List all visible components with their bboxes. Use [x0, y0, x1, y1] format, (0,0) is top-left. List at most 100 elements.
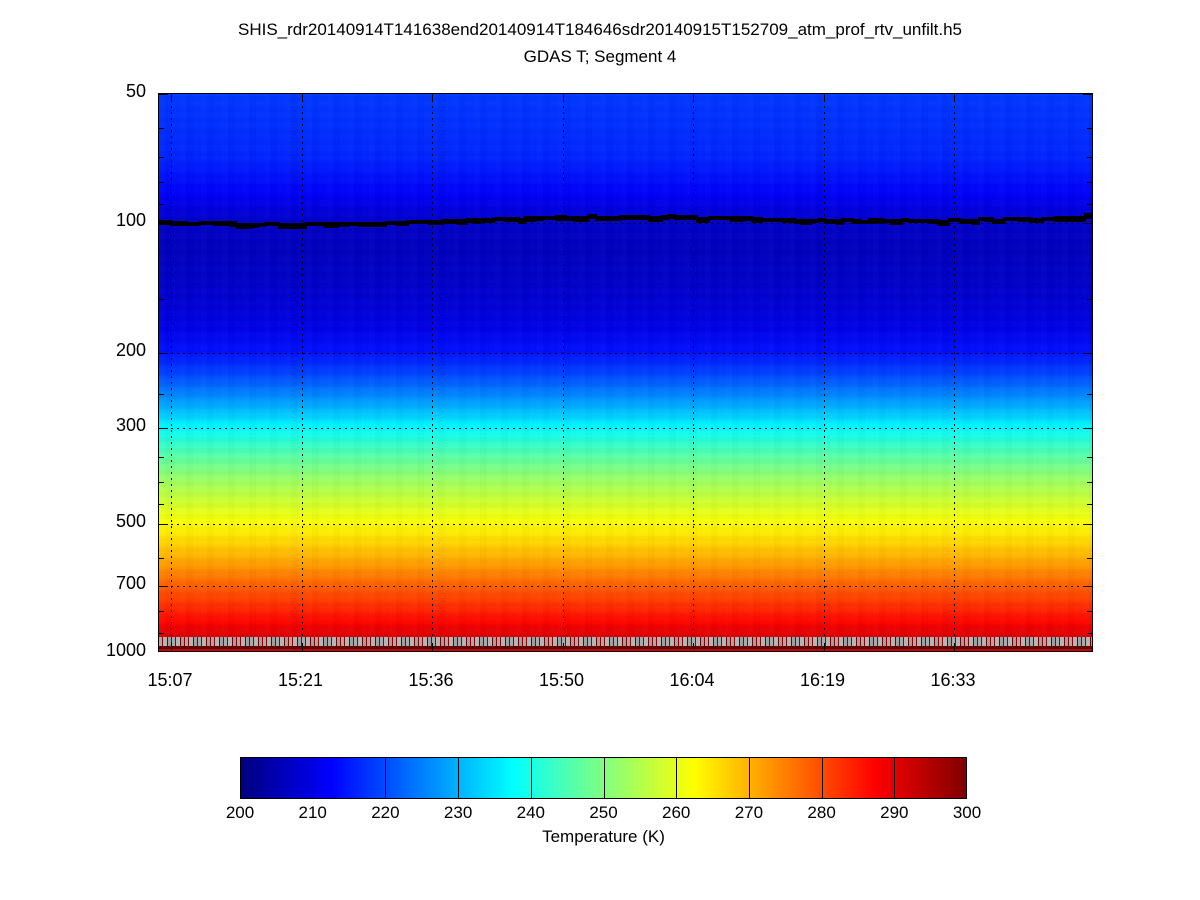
y-axis-minor-tick: [159, 611, 164, 613]
colorbar-tick-label: 280: [807, 803, 836, 822]
y-axis-minor-tick: [159, 298, 164, 300]
x-axis-tick: [171, 643, 172, 651]
tropopause-segment: [751, 217, 763, 224]
colorbar-tick: [312, 757, 314, 799]
y-axis-tick: [1083, 223, 1092, 225]
tropopause-segment: [648, 215, 663, 222]
tropopause-segment: [859, 219, 870, 224]
x-axis-tick: [823, 94, 825, 102]
tropopause-segment: [992, 218, 1005, 224]
y-axis-minor-tick: [159, 482, 164, 484]
tropopause-segment: [264, 221, 280, 226]
tropopause-segment: [771, 217, 784, 222]
colorbar-tick-label: 300: [952, 803, 982, 822]
x-axis-tick: [693, 643, 694, 651]
y-axis-tick: [1083, 586, 1092, 588]
tropopause-segment: [978, 217, 986, 222]
tropopause-segment: [159, 219, 172, 225]
grid-line-vertical: [432, 94, 433, 651]
y-axis-minor-tick: [1087, 482, 1092, 484]
colorbar-title: Temperature (K): [542, 827, 665, 846]
tropopause-segment: [782, 218, 796, 224]
tropopause-segment: [1003, 217, 1019, 222]
y-axis-minor-tick: [1087, 503, 1092, 505]
colorbar-tick: [748, 757, 750, 799]
grid-line-vertical: [171, 94, 172, 651]
colorbar-tick-label: 270: [734, 803, 764, 822]
tropopause-segment: [1042, 216, 1056, 221]
y-axis-tick: [1083, 352, 1092, 354]
colorbar-tick-label: 220: [371, 803, 400, 822]
tropopause-segment: [235, 222, 252, 229]
colorbar-tick-label: 240: [516, 803, 545, 822]
tropopause-segment: [836, 218, 844, 225]
tropopause-segment: [937, 220, 950, 227]
temperature-heatmap: [159, 94, 1092, 651]
y-axis-tick-label: 500: [115, 510, 146, 531]
x-axis-tick: [562, 94, 564, 102]
x-axis-tick: [301, 94, 303, 102]
grid-line-vertical: [301, 94, 303, 651]
x-axis-tick: [562, 643, 564, 651]
tropopause-segment: [882, 218, 891, 223]
tropopause-segment: [524, 215, 536, 222]
y-axis-minor-tick: [1087, 128, 1092, 130]
colorbar-tick-label: 260: [662, 803, 691, 822]
tropopause-segment: [716, 215, 732, 220]
tropopause-segment: [1054, 215, 1071, 222]
y-axis-tick: [1083, 428, 1092, 430]
grid-line-vertical: [954, 94, 955, 651]
tropopause-segment: [372, 221, 387, 227]
x-axis-tick-label: 15:07: [147, 670, 193, 690]
tropopause-segment: [250, 222, 258, 228]
tropopause-segment: [688, 214, 698, 220]
x-axis-tick: [693, 94, 694, 102]
tropopause-segment: [347, 221, 360, 226]
tropopause-segment: [1069, 216, 1086, 223]
surface-band: [159, 637, 1092, 646]
tropopause-segment: [696, 216, 710, 223]
tropopause-segment: [311, 222, 325, 227]
x-axis-tick: [432, 643, 433, 651]
tropopause-segment: [442, 218, 459, 224]
tropopause-segment: [504, 216, 520, 222]
y-axis-tick-label: 300: [115, 415, 146, 436]
tropopause-segment: [407, 220, 417, 225]
plot-area: [158, 93, 1093, 652]
page-title: SHIS_rdr20140914T141638end20140914T18464…: [237, 20, 962, 39]
x-axis-tick: [171, 94, 172, 102]
y-axis-minor-tick: [159, 181, 164, 183]
y-axis-minor-tick: [1087, 298, 1092, 300]
tropopause-segment: [842, 218, 854, 223]
y-axis-minor-tick: [159, 503, 164, 505]
y-axis-tick: [159, 586, 168, 588]
tropopause-segment: [1029, 217, 1044, 223]
colorbar-tick: [385, 757, 387, 799]
x-axis-tick: [823, 643, 825, 651]
page-subtitle: GDAS T; Segment 4: [523, 47, 677, 66]
tropopause-segment: [396, 220, 409, 226]
colorbar-tick-label: 290: [880, 803, 909, 822]
y-axis-minor-tick: [1087, 611, 1092, 613]
tropopause-segment: [573, 215, 589, 222]
y-axis-minor-tick: [1087, 181, 1092, 183]
colorbar-tick: [530, 757, 532, 799]
tropopause-segment: [428, 220, 444, 226]
y-axis-minor-tick: [159, 557, 164, 559]
tropopause-segment: [587, 214, 597, 220]
x-axis-tick: [954, 94, 955, 102]
tropopause-segment: [214, 220, 231, 226]
y-axis-minor-tick: [1087, 203, 1092, 205]
tropopause-segment: [278, 223, 293, 230]
colorbar-tick-label: 210: [298, 803, 327, 822]
y-axis-minor-tick: [159, 128, 164, 130]
y-axis-minor-tick: [1087, 156, 1092, 158]
tropopause-segment: [674, 214, 690, 220]
tropopause-segment: [972, 218, 980, 225]
tropopause-segment: [1017, 216, 1031, 222]
y-axis-minor-tick: [159, 457, 164, 459]
y-axis-minor-tick: [159, 203, 164, 205]
y-axis-minor-tick: [1087, 457, 1092, 459]
tropopause-segment: [889, 219, 903, 226]
y-axis-minor-tick: [1087, 394, 1092, 396]
